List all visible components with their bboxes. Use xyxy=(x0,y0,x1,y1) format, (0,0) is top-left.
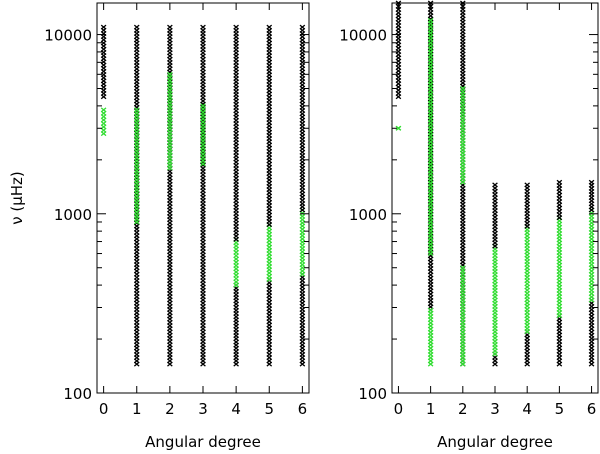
x-tick-label: 4 xyxy=(231,400,241,418)
right-x-axis-label: Angular degree xyxy=(437,433,553,451)
mode-mark-l3-black xyxy=(492,361,498,367)
right-panel: 0 1 2 3 4 5 6 100 1000 10000 Angular degree xyxy=(339,0,599,451)
mode-mark-l6-black xyxy=(588,207,595,213)
mode-mark-l1-green xyxy=(133,219,140,225)
mode-mark-l4-black xyxy=(233,236,239,242)
mode-mark-l3-green xyxy=(200,161,206,167)
mode-mark-l4-black xyxy=(524,361,531,367)
right-plot-marks xyxy=(395,0,595,367)
mode-mark-l0-green xyxy=(395,125,402,131)
x-tick-label: 0 xyxy=(394,400,404,418)
mode-mark-l1-green xyxy=(427,251,434,257)
mode-mark-l6-green xyxy=(299,271,306,277)
mode-mark-l5-green xyxy=(266,276,273,282)
y-tick-label: 1000 xyxy=(54,206,92,224)
x-tick-label: 1 xyxy=(132,400,142,418)
y-tick-label: 1000 xyxy=(349,206,387,224)
mode-mark-l0-black xyxy=(100,94,107,100)
left-panel: 0 1 2 3 4 5 6 100 1000 10000 ν (μHz) Angular degr… xyxy=(8,2,310,451)
mode-mark-l2-black xyxy=(167,361,173,367)
x-tick-label: 5 xyxy=(264,400,274,418)
left-plot-marks xyxy=(100,24,306,367)
x-tick-label: 0 xyxy=(99,400,109,418)
mode-mark-l6-black xyxy=(299,361,306,367)
x-tick-label: 6 xyxy=(587,400,597,418)
x-tick-label: 2 xyxy=(165,400,175,418)
x-tick-label: 3 xyxy=(490,400,500,418)
mode-mark-l4-green xyxy=(233,282,239,288)
left-y-axis-label: ν (μHz) xyxy=(8,171,26,225)
mode-mark-l3-black xyxy=(200,361,206,367)
mode-mark-l5-green xyxy=(556,313,563,319)
mode-mark-l0-black xyxy=(395,94,402,100)
x-tick-label: 2 xyxy=(458,400,468,418)
mode-mark-l6-black xyxy=(588,361,595,367)
mode-mark-l2-green xyxy=(167,165,173,171)
mode-mark-l3-green xyxy=(492,351,498,357)
x-tick-label: 6 xyxy=(298,400,308,418)
y-tick-label: 100 xyxy=(63,385,92,403)
y-tick-label: 100 xyxy=(358,385,387,403)
mode-mark-l5-black xyxy=(266,222,273,228)
mode-mark-l1-black xyxy=(133,361,140,367)
mode-mark-l1-green xyxy=(427,361,434,367)
mode-mark-l2-green xyxy=(459,361,466,367)
mode-mark-l2-green xyxy=(459,179,466,185)
mode-mark-l5-black xyxy=(556,215,563,221)
mode-mark-l4-black xyxy=(233,361,239,367)
mode-mark-l5-black xyxy=(556,361,563,367)
mode-mark-l5-black xyxy=(266,361,273,367)
x-tick-label: 4 xyxy=(522,400,532,418)
left-x-axis-label: Angular degree xyxy=(145,433,261,451)
x-tick-label: 5 xyxy=(555,400,565,418)
mode-mark-l3-black xyxy=(492,243,498,249)
y-tick-label: 10000 xyxy=(44,27,92,45)
x-tick-label: 3 xyxy=(198,400,208,418)
right-plot-axes: 0 1 2 3 4 5 6 100 1000 10000 xyxy=(339,3,598,418)
mode-mark-l6-black xyxy=(299,207,306,213)
left-plot-axes: 0 1 2 3 4 5 6 100 1000 10000 xyxy=(44,3,309,418)
mode-mark-l4-black xyxy=(524,223,531,229)
x-tick-label: 1 xyxy=(426,400,436,418)
mode-mark-l4-green xyxy=(524,329,531,335)
mode-mark-l0-green xyxy=(100,131,107,137)
mode-mark-l6-green xyxy=(588,297,595,303)
y-tick-label: 10000 xyxy=(339,27,387,45)
